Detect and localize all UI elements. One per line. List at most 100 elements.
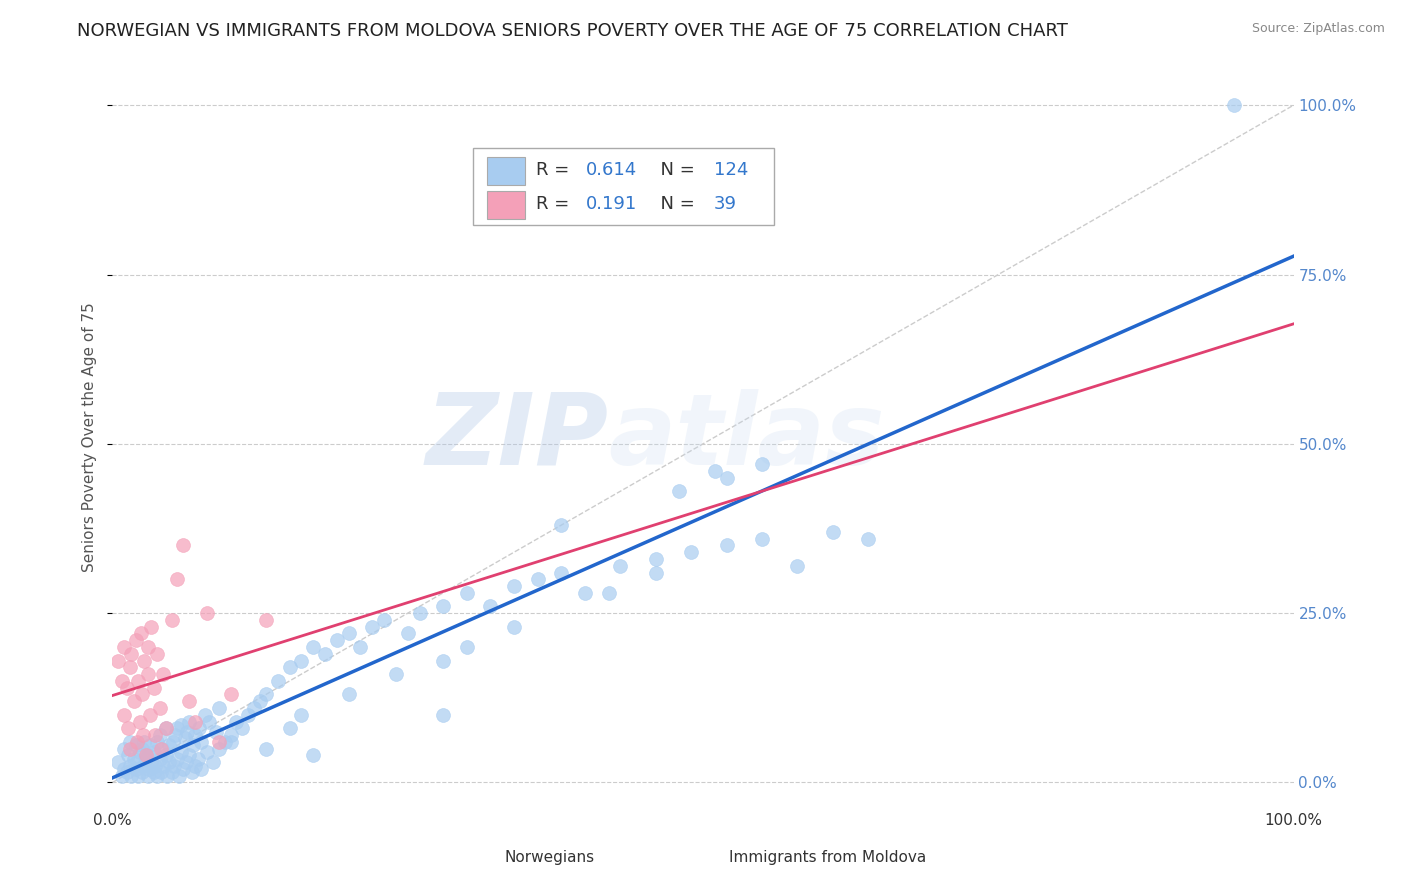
- Point: [120, 647, 142, 661]
- Point: [152, 758, 174, 772]
- Point: [162, 735, 184, 749]
- Point: [146, 735, 169, 749]
- Point: [479, 599, 502, 614]
- Point: [112, 640, 135, 654]
- Point: [120, 660, 142, 674]
- Point: [432, 599, 454, 614]
- Point: [821, 524, 844, 539]
- Point: [205, 724, 228, 739]
- Point: [149, 741, 172, 756]
- Point: [249, 694, 271, 708]
- Point: [174, 755, 197, 769]
- Point: [142, 745, 165, 759]
- Point: [132, 758, 155, 772]
- Text: R =: R =: [537, 161, 575, 179]
- Point: [681, 545, 703, 559]
- Text: atlas: atlas: [609, 389, 884, 485]
- Point: [141, 755, 163, 769]
- Point: [184, 714, 207, 729]
- Point: [127, 769, 149, 783]
- Point: [179, 714, 201, 729]
- Point: [326, 633, 349, 648]
- Point: [187, 721, 209, 735]
- Point: [179, 748, 201, 763]
- Point: [125, 738, 148, 752]
- Point: [208, 741, 231, 756]
- Point: [225, 714, 247, 729]
- Point: [550, 566, 572, 580]
- Point: [167, 769, 190, 783]
- Point: [157, 738, 180, 752]
- Point: [337, 626, 360, 640]
- Point: [176, 724, 198, 739]
- Point: [337, 688, 360, 702]
- Point: [166, 752, 188, 766]
- Point: [127, 755, 149, 769]
- Point: [302, 748, 325, 763]
- Point: [131, 741, 153, 756]
- Point: [574, 586, 596, 600]
- Point: [181, 738, 204, 752]
- Point: [219, 728, 242, 742]
- Point: [180, 765, 202, 780]
- Point: [550, 518, 572, 533]
- Point: [141, 620, 163, 634]
- Point: [155, 748, 177, 763]
- Point: [136, 640, 159, 654]
- Point: [122, 752, 145, 766]
- Point: [155, 721, 177, 735]
- Point: [184, 758, 207, 772]
- Point: [208, 735, 231, 749]
- Point: [135, 752, 157, 766]
- Point: [107, 755, 129, 769]
- Point: [152, 667, 174, 681]
- Point: [503, 620, 526, 634]
- Point: [139, 738, 162, 752]
- Point: [290, 707, 312, 722]
- Point: [125, 633, 148, 648]
- FancyBboxPatch shape: [685, 847, 721, 871]
- Point: [190, 735, 212, 749]
- Point: [142, 681, 165, 695]
- Point: [179, 694, 201, 708]
- Point: [201, 755, 224, 769]
- Point: [644, 566, 666, 580]
- Point: [456, 586, 478, 600]
- Point: [117, 721, 139, 735]
- Point: [146, 769, 169, 783]
- Point: [120, 769, 142, 783]
- Point: [373, 613, 395, 627]
- Point: [786, 558, 808, 573]
- Point: [120, 735, 142, 749]
- Point: [135, 748, 157, 763]
- Text: Immigrants from Moldova: Immigrants from Moldova: [728, 850, 927, 865]
- Point: [129, 626, 152, 640]
- Point: [166, 572, 188, 586]
- Text: Norwegians: Norwegians: [505, 850, 595, 865]
- Point: [111, 769, 134, 783]
- Point: [165, 728, 187, 742]
- Text: 124: 124: [714, 161, 748, 179]
- Point: [186, 752, 208, 766]
- Point: [117, 748, 139, 763]
- Point: [111, 673, 134, 688]
- Point: [302, 640, 325, 654]
- Point: [195, 606, 218, 620]
- Point: [149, 765, 172, 780]
- Point: [160, 613, 183, 627]
- Point: [127, 673, 149, 688]
- Point: [231, 721, 253, 735]
- Point: [120, 758, 142, 772]
- Point: [598, 586, 620, 600]
- Point: [267, 673, 290, 688]
- Point: [166, 721, 188, 735]
- Point: [716, 538, 738, 552]
- Point: [716, 471, 738, 485]
- Point: [120, 741, 142, 756]
- Point: [115, 681, 138, 695]
- Text: 39: 39: [714, 195, 737, 213]
- Text: 0.614: 0.614: [586, 161, 637, 179]
- Point: [456, 640, 478, 654]
- Point: [122, 694, 145, 708]
- Point: [136, 748, 159, 763]
